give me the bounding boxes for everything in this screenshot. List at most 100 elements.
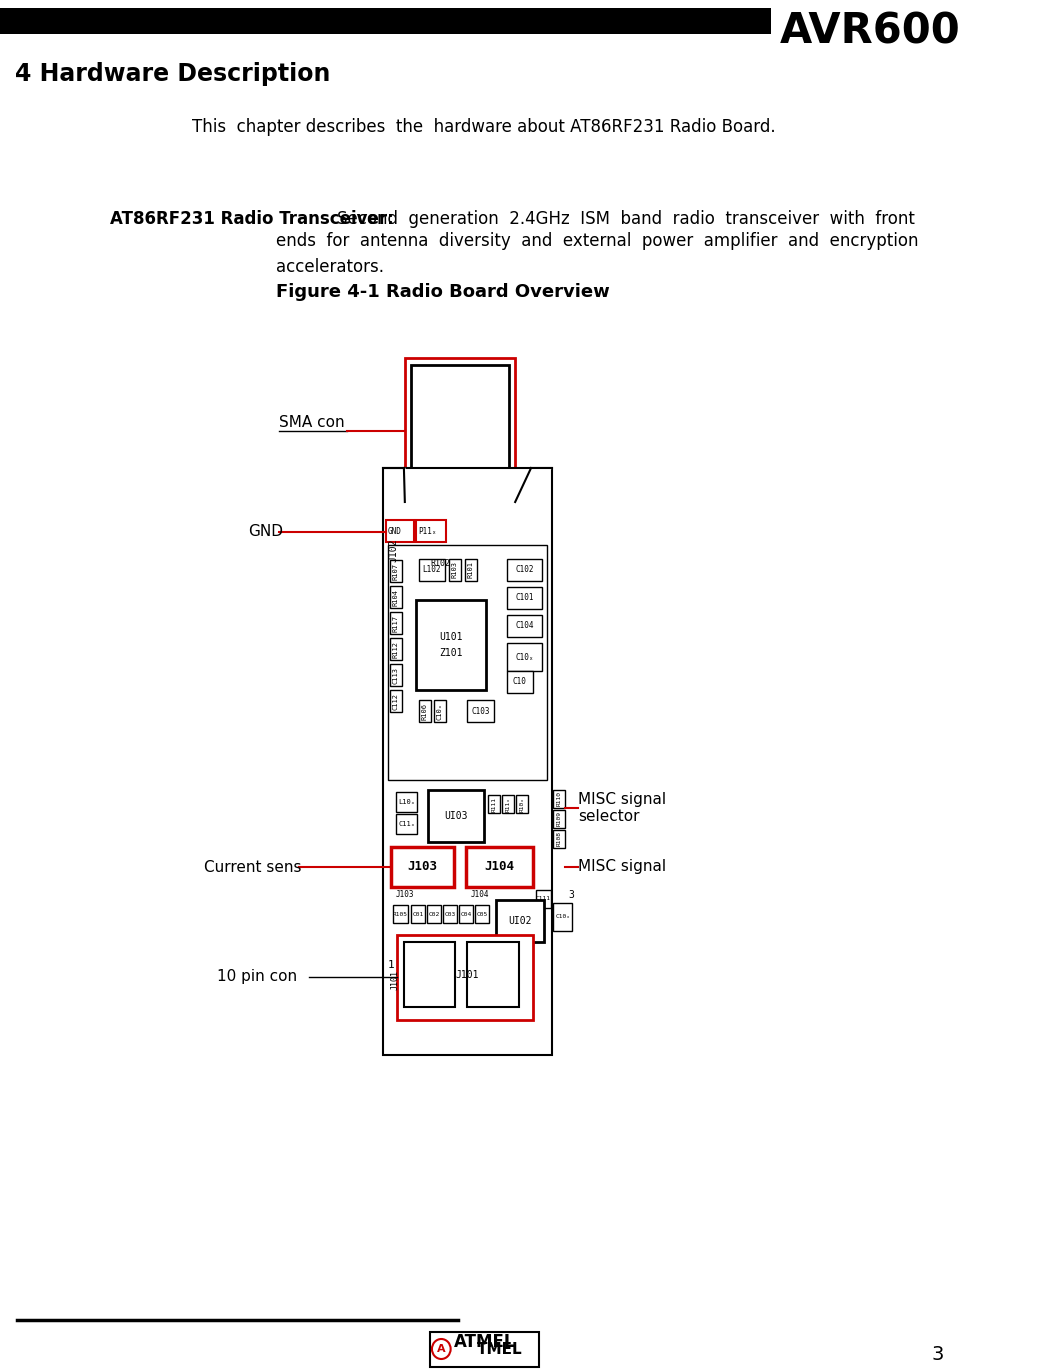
Text: C10: C10 bbox=[513, 677, 527, 687]
Bar bbox=[554, 903, 572, 931]
Bar bbox=[390, 611, 402, 633]
Bar bbox=[396, 792, 417, 812]
Bar bbox=[412, 905, 425, 923]
Text: AT86RF231 Radio Transceiver:: AT86RF231 Radio Transceiver: bbox=[110, 210, 394, 228]
Bar bbox=[393, 905, 408, 923]
Bar bbox=[496, 899, 544, 942]
Bar bbox=[390, 690, 402, 712]
Bar bbox=[468, 942, 518, 1008]
Bar bbox=[554, 790, 565, 808]
Text: This  chapter describes  the  hardware about AT86RF231 Radio Board.: This chapter describes the hardware abou… bbox=[193, 118, 776, 136]
Text: C103: C103 bbox=[472, 706, 489, 716]
Text: R105: R105 bbox=[393, 912, 408, 916]
Text: C111: C111 bbox=[536, 897, 551, 902]
Bar bbox=[0, 8, 772, 34]
Text: UI02: UI02 bbox=[508, 916, 532, 925]
Circle shape bbox=[432, 1339, 451, 1359]
Bar bbox=[390, 559, 402, 583]
Bar bbox=[466, 847, 533, 887]
Text: GND: GND bbox=[248, 525, 283, 540]
Text: 4 Hardware Description: 4 Hardware Description bbox=[15, 62, 331, 86]
Text: L102: L102 bbox=[423, 565, 441, 574]
Bar bbox=[507, 643, 542, 670]
Text: Figure 4-1 Radio Board Overview: Figure 4-1 Radio Board Overview bbox=[276, 282, 610, 302]
Bar bbox=[403, 942, 455, 1008]
Text: R108: R108 bbox=[557, 831, 562, 846]
Text: GND: GND bbox=[388, 526, 402, 536]
Text: J103: J103 bbox=[408, 861, 438, 873]
Text: C01: C01 bbox=[413, 912, 424, 916]
Text: C04: C04 bbox=[460, 912, 472, 916]
Bar bbox=[516, 795, 528, 813]
Text: 3: 3 bbox=[932, 1345, 945, 1364]
Text: J101: J101 bbox=[455, 971, 479, 980]
Text: J104: J104 bbox=[484, 861, 514, 873]
Bar bbox=[554, 829, 565, 849]
Text: R110: R110 bbox=[557, 791, 562, 806]
Text: accelerators.: accelerators. bbox=[276, 258, 384, 276]
Bar bbox=[390, 664, 402, 686]
Text: A: A bbox=[437, 1344, 446, 1355]
Bar bbox=[507, 587, 542, 609]
Bar bbox=[388, 546, 546, 780]
Bar bbox=[449, 559, 460, 581]
Text: R109: R109 bbox=[557, 812, 562, 827]
Bar bbox=[536, 890, 551, 908]
Text: C10ₓ: C10ₓ bbox=[556, 914, 570, 920]
Bar bbox=[502, 795, 514, 813]
Text: Second  generation  2.4GHz  ISM  band  radio  transceiver  with  front: Second generation 2.4GHz ISM band radio … bbox=[337, 210, 915, 228]
Bar bbox=[430, 1333, 538, 1367]
Text: J104: J104 bbox=[471, 890, 488, 899]
Bar bbox=[459, 905, 473, 923]
Text: TMEL: TMEL bbox=[477, 1341, 523, 1356]
Text: C10ₓ: C10ₓ bbox=[515, 653, 534, 661]
Text: 1: 1 bbox=[388, 960, 395, 971]
Bar bbox=[396, 814, 417, 834]
Text: R112: R112 bbox=[393, 640, 399, 658]
Text: J103: J103 bbox=[395, 890, 414, 899]
Bar bbox=[386, 520, 414, 542]
Bar bbox=[427, 905, 442, 923]
Text: R11ₓ: R11ₓ bbox=[506, 797, 510, 812]
Text: J101: J101 bbox=[390, 971, 399, 990]
Polygon shape bbox=[515, 468, 552, 502]
Text: MISC signal: MISC signal bbox=[578, 860, 666, 875]
Text: C113: C113 bbox=[393, 666, 399, 684]
Bar bbox=[554, 810, 565, 828]
Text: R106: R106 bbox=[422, 702, 428, 720]
Text: C10ₓ: C10ₓ bbox=[437, 702, 443, 720]
Text: C101: C101 bbox=[515, 594, 534, 602]
Text: U101: U101 bbox=[440, 632, 463, 642]
Bar bbox=[391, 847, 454, 887]
Text: C112: C112 bbox=[393, 692, 399, 710]
Bar bbox=[390, 585, 402, 607]
Text: C102: C102 bbox=[515, 565, 534, 574]
Bar bbox=[419, 701, 431, 723]
Bar bbox=[412, 365, 508, 496]
Text: R107: R107 bbox=[393, 562, 399, 580]
Text: C03: C03 bbox=[445, 912, 456, 916]
Text: R117: R117 bbox=[393, 614, 399, 632]
Bar bbox=[443, 905, 457, 923]
Text: UI03: UI03 bbox=[445, 812, 468, 821]
Bar bbox=[507, 616, 542, 638]
Bar bbox=[416, 520, 446, 542]
Text: MISC signal
selector: MISC signal selector bbox=[578, 792, 666, 824]
Text: SMA con: SMA con bbox=[279, 415, 344, 430]
Text: L10ₓ: L10ₓ bbox=[398, 799, 415, 805]
Text: ends  for  antenna  diversity  and  external  power  amplifier  and  encryption: ends for antenna diversity and external … bbox=[276, 232, 919, 250]
Text: C11ₓ: C11ₓ bbox=[398, 821, 415, 827]
Bar bbox=[390, 638, 402, 659]
Text: R102: R102 bbox=[430, 559, 450, 568]
Bar bbox=[404, 358, 515, 503]
Bar bbox=[384, 468, 552, 1056]
Bar bbox=[488, 795, 500, 813]
Polygon shape bbox=[384, 468, 404, 502]
Text: C02: C02 bbox=[428, 912, 440, 916]
Text: J102: J102 bbox=[389, 539, 398, 562]
Text: R101: R101 bbox=[468, 562, 474, 579]
Bar bbox=[507, 670, 533, 692]
Text: Z101: Z101 bbox=[440, 648, 463, 658]
Bar bbox=[507, 559, 542, 581]
Text: Current sens: Current sens bbox=[204, 860, 302, 875]
